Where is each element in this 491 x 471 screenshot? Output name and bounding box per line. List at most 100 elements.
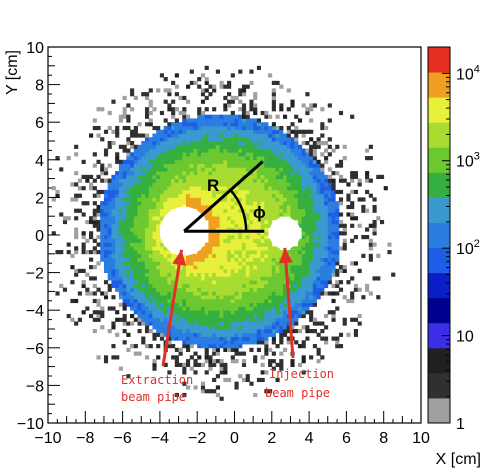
heatmap-cell (305, 272, 310, 277)
heatmap-cell (290, 317, 295, 322)
heatmap-cell (264, 253, 269, 258)
heatmap-cell (309, 298, 314, 304)
heatmap-cell (137, 186, 142, 191)
heatmap-cell (282, 291, 288, 296)
heatmap-cell (264, 204, 269, 210)
heatmap-cell (346, 280, 351, 285)
heatmap-cell (241, 171, 247, 176)
heatmap-cell (271, 103, 276, 108)
heatmap-cell (148, 231, 153, 236)
heatmap-cell (212, 362, 217, 367)
heatmap-cell (118, 144, 123, 149)
heatmap-cell (118, 268, 123, 273)
heatmap-cell (365, 174, 370, 179)
heatmap-cell (268, 272, 273, 277)
colorbar-segment (428, 197, 450, 223)
heatmap-cell (327, 238, 332, 243)
heatmap-cell (297, 186, 303, 191)
heatmap-cell (282, 186, 288, 191)
heatmap-cell (215, 257, 220, 262)
heatmap-cell (271, 201, 276, 206)
heatmap-cell (152, 276, 157, 281)
heatmap-cell (297, 163, 303, 168)
heatmap-cell (133, 129, 138, 134)
heatmap-cell (346, 298, 351, 304)
heatmap-cell (208, 208, 213, 213)
heatmap-cell (70, 182, 75, 187)
heatmap-cell (115, 268, 120, 273)
heatmap-cell (130, 246, 135, 251)
heatmap-cell (215, 186, 220, 191)
heatmap-cell (212, 216, 217, 221)
heatmap-cell (290, 306, 295, 311)
heatmap-cell (241, 276, 247, 281)
heatmap-cell (186, 298, 191, 304)
heatmap-cell (227, 246, 232, 251)
heatmap-cell (290, 129, 295, 134)
heatmap-cell (193, 163, 198, 168)
heatmap-cell (204, 178, 209, 183)
heatmap-cell (335, 235, 340, 240)
heatmap-cell (59, 250, 64, 255)
heatmap-cell (159, 201, 165, 206)
heatmap-cell (208, 219, 213, 225)
heatmap-cell (305, 212, 310, 217)
heatmap-cell (200, 114, 206, 119)
heatmap-cell (282, 295, 288, 300)
heatmap-cell (264, 231, 269, 236)
heatmap-cell (227, 186, 232, 191)
heatmap-cell (282, 212, 288, 217)
heatmap-cell (215, 189, 220, 195)
heatmap-cell (204, 276, 209, 281)
heatmap-cell (342, 223, 347, 228)
heatmap-cell (230, 216, 235, 221)
heatmap-cell (126, 141, 131, 146)
heatmap-cell (189, 336, 194, 341)
heatmap-cell (256, 340, 262, 345)
heatmap-cell (174, 167, 179, 172)
heatmap-cell (197, 107, 202, 112)
heatmap-cell (219, 287, 224, 292)
heatmap-cell (312, 227, 317, 232)
heatmap-cell (156, 235, 161, 240)
heatmap-cell (312, 144, 317, 149)
heatmap-cell (223, 208, 228, 213)
heatmap-cell (309, 223, 314, 228)
heatmap-cell (230, 332, 235, 337)
heatmap-cell (256, 204, 262, 210)
heatmap-cell (327, 246, 332, 251)
heatmap-cell (264, 125, 269, 131)
heatmap-cell (264, 189, 269, 195)
heatmap-cell (122, 261, 127, 266)
heatmap-cell (133, 163, 138, 168)
heatmap-cell (219, 276, 224, 281)
heatmap-cell (227, 295, 232, 300)
heatmap-cell (245, 291, 250, 296)
heatmap-cell (301, 178, 306, 183)
heatmap-cell (197, 193, 202, 198)
heatmap-cell (133, 306, 138, 311)
heatmap-cell (234, 212, 239, 217)
heatmap-cell (234, 310, 239, 315)
heatmap-cell (197, 77, 202, 82)
heatmap-cell (156, 268, 161, 273)
heatmap-cell (219, 118, 224, 123)
heatmap-cell (245, 268, 250, 273)
heatmap-cell (156, 276, 161, 281)
heatmap-cell (256, 347, 262, 352)
heatmap-cell (335, 272, 340, 277)
heatmap-cell (264, 163, 269, 168)
heatmap-cell (200, 110, 206, 116)
heatmap-cell (234, 189, 239, 195)
heatmap-cell (215, 171, 220, 176)
heatmap-cell (312, 197, 317, 202)
colorbar-segment (428, 72, 450, 98)
heatmap-cell (137, 193, 142, 198)
heatmap-cell (264, 287, 269, 292)
heatmap-cell (167, 272, 172, 277)
heatmap-cell (260, 302, 265, 307)
heatmap-cell (219, 250, 224, 255)
heatmap-cell (130, 88, 135, 93)
heatmap-cell (316, 321, 321, 326)
heatmap-cell (212, 344, 217, 349)
